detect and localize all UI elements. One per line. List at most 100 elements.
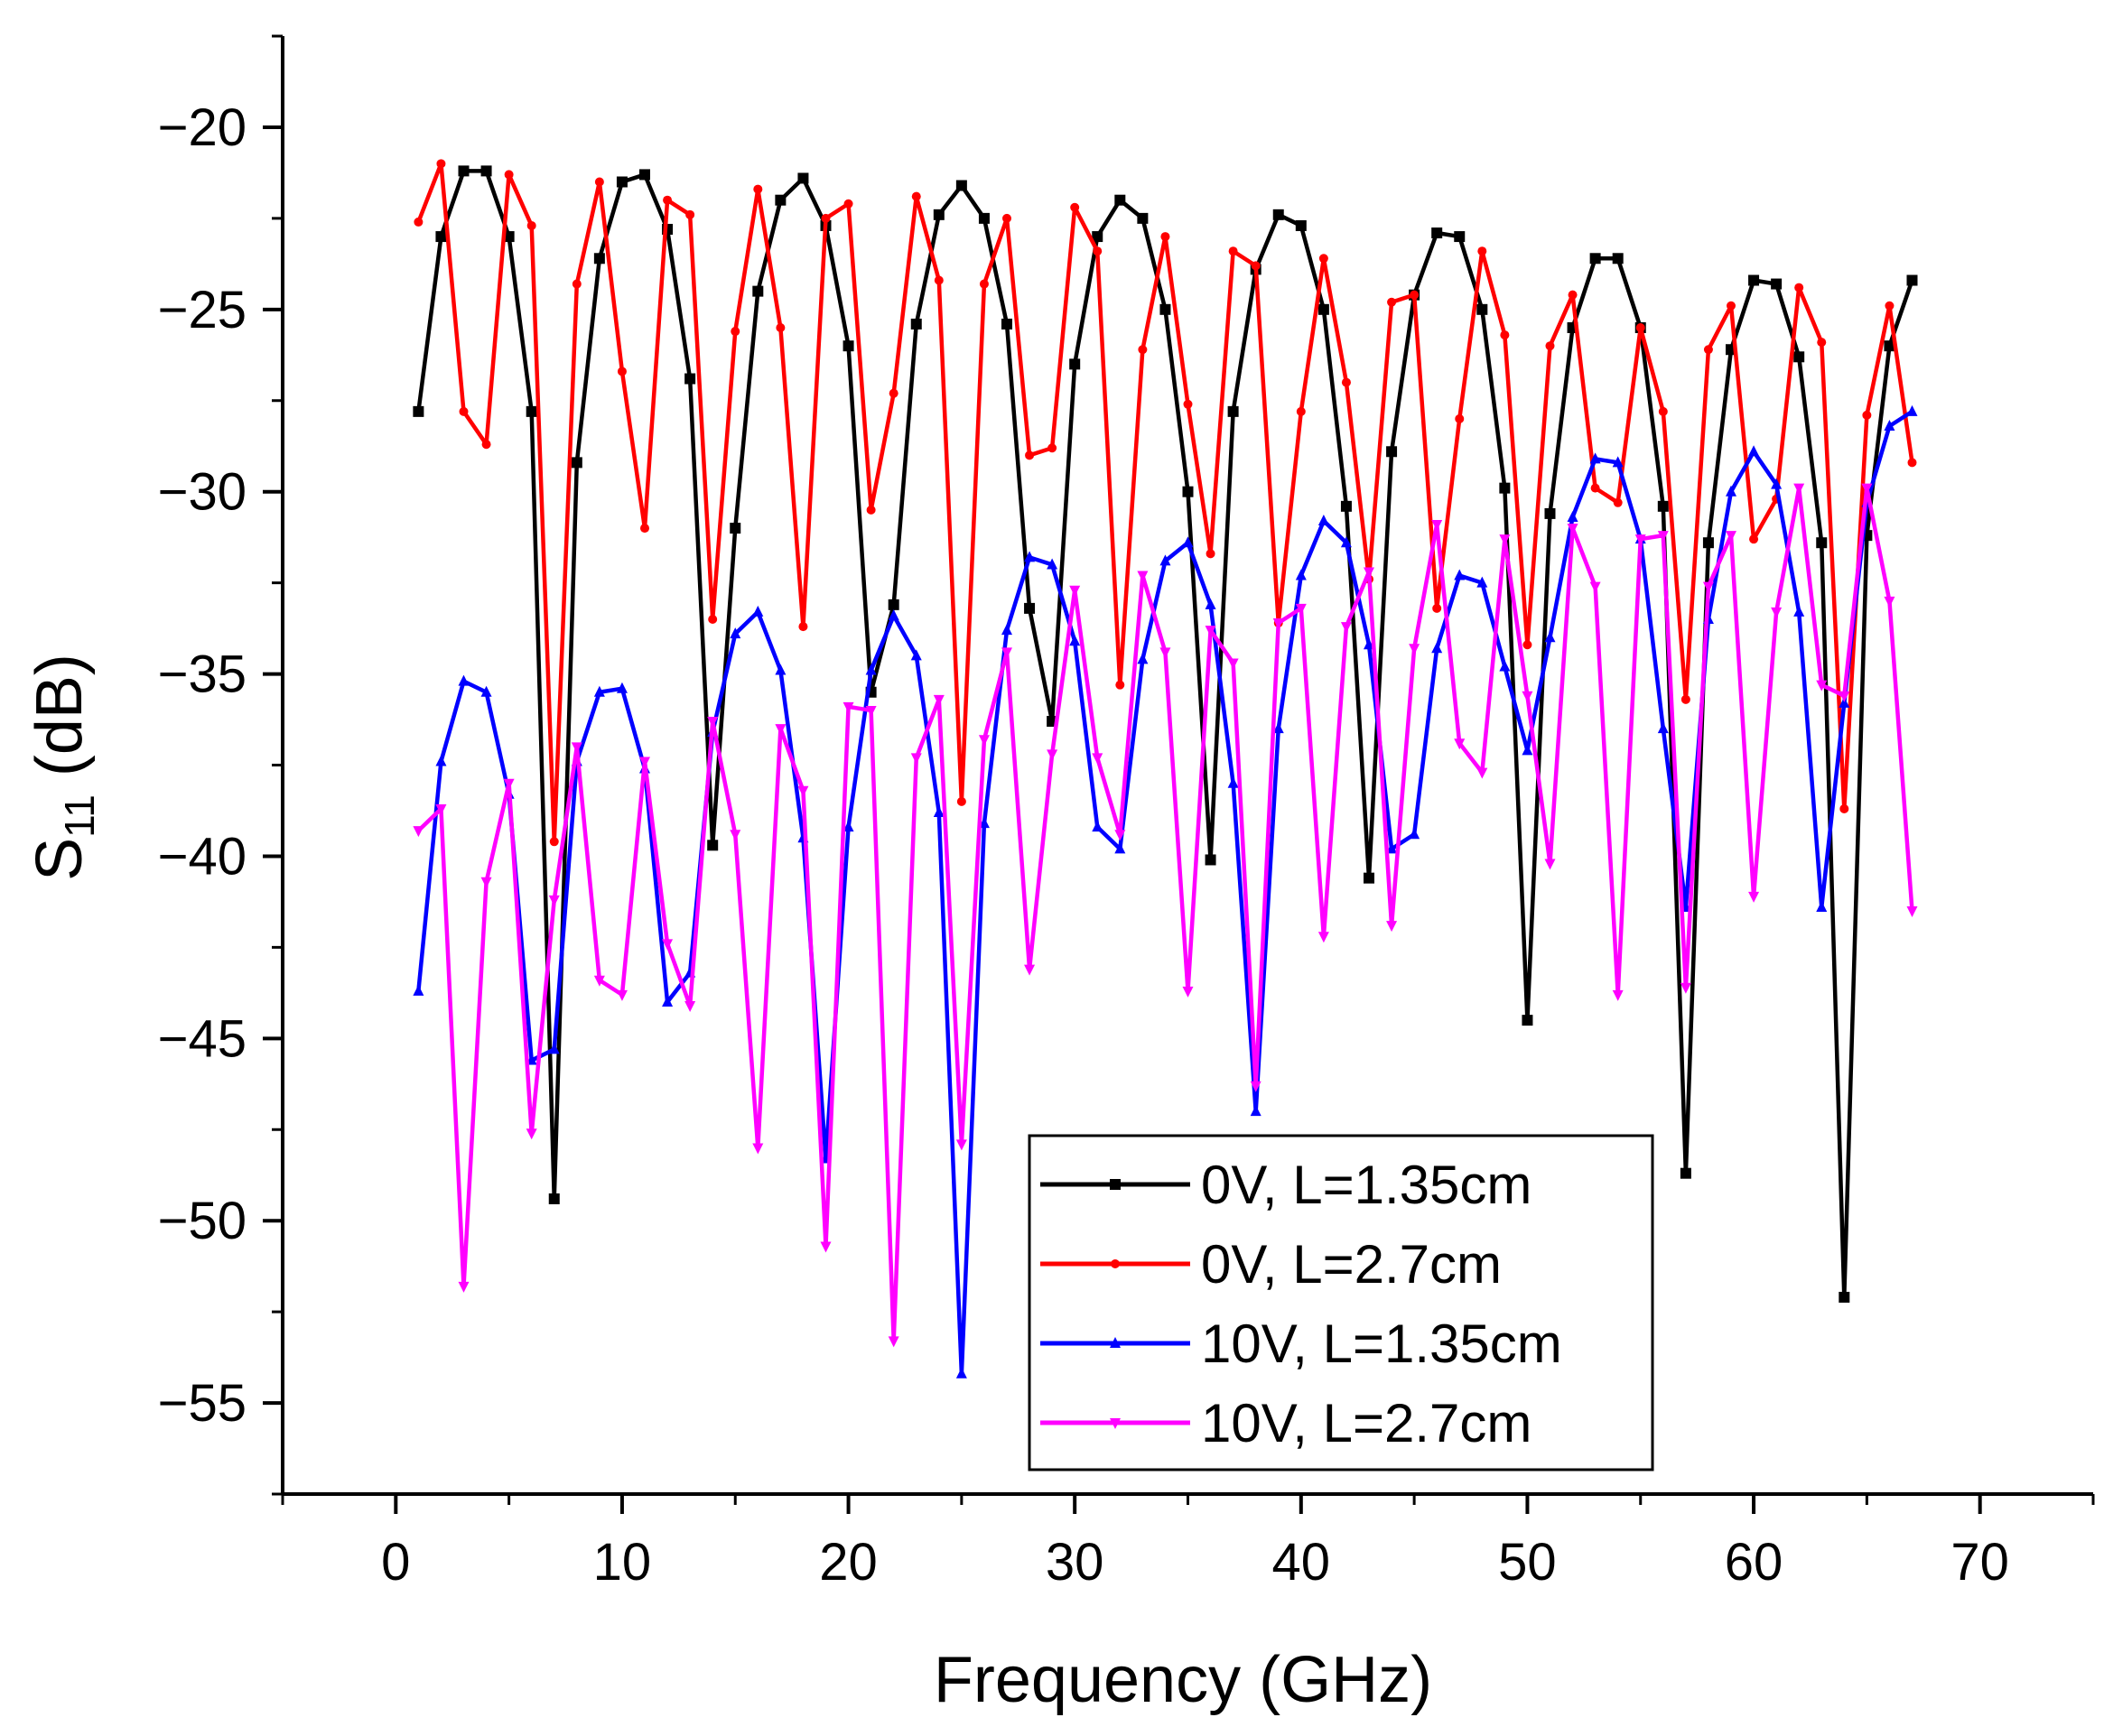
data-point [1001, 647, 1012, 659]
data-point [753, 184, 763, 194]
legend: 0V, L=1.35cm 0V, L=2.7cm 10V, L=1.35cm 10V,… [1028, 1134, 1654, 1471]
data-point [978, 212, 990, 224]
data-point [1114, 830, 1126, 841]
data-point [1726, 485, 1736, 497]
data-point [1205, 598, 1216, 609]
x-tick-label: 40 [1272, 1533, 1331, 1592]
data-point [1092, 821, 1103, 832]
legend-marker [1111, 1259, 1120, 1268]
data-point [1159, 554, 1171, 566]
data-point [1476, 576, 1488, 588]
data-point [1703, 345, 1713, 355]
data-point [1499, 534, 1511, 546]
data-point [1907, 458, 1917, 468]
data-point [1748, 891, 1760, 903]
x-tick-label: 70 [1950, 1533, 2009, 1592]
data-point [1432, 603, 1442, 613]
data-point [1816, 680, 1828, 692]
data-point [776, 323, 786, 332]
data-point [1476, 303, 1488, 315]
data-point [436, 159, 446, 169]
data-point [1386, 921, 1398, 933]
data-point [1227, 405, 1239, 417]
data-point [1544, 507, 1556, 519]
data-point [911, 191, 921, 201]
data-point [1114, 842, 1126, 854]
data-point [1522, 691, 1533, 702]
data-point [1409, 644, 1420, 655]
data-point [1455, 413, 1465, 423]
data-point [435, 755, 447, 766]
data-point [571, 457, 582, 469]
data-point [956, 796, 966, 806]
x-tick-label: 50 [1498, 1533, 1557, 1592]
legend-item: 0V, L=1.35cm [1040, 1155, 1531, 1215]
data-point [548, 1043, 560, 1054]
y-axis-title-main: S [23, 838, 96, 881]
data-point [1317, 932, 1329, 943]
data-point [1522, 1015, 1533, 1026]
data-point [1657, 722, 1669, 734]
data-point [1025, 450, 1035, 460]
data-point [548, 895, 560, 906]
data-point [1658, 406, 1668, 416]
data-point [1227, 658, 1239, 670]
data-point [1477, 246, 1487, 256]
data-point [572, 279, 582, 289]
data-point [1884, 420, 1895, 432]
data-point [1182, 486, 1194, 497]
data-point [1410, 290, 1420, 300]
data-point [910, 649, 922, 661]
data-point [1612, 456, 1624, 468]
data-point [910, 753, 922, 765]
data-point [571, 742, 582, 754]
data-point [1567, 524, 1578, 535]
data-point [1386, 446, 1398, 458]
data-point [1771, 278, 1783, 290]
data-point [843, 821, 854, 832]
data-point [1884, 596, 1895, 608]
data-point [1272, 209, 1284, 220]
data-point [1002, 213, 1011, 223]
data-point [865, 705, 877, 717]
y-tick-label: −35 [158, 645, 247, 704]
data-point [458, 1281, 470, 1293]
data-point [1250, 1081, 1261, 1092]
data-point [639, 757, 650, 768]
data-point [1657, 531, 1669, 543]
data-point [1364, 872, 1374, 884]
x-axis-title: Frequency (GHz) [934, 1644, 1432, 1716]
data-point [933, 209, 945, 220]
data-point [1702, 537, 1714, 549]
data-point [731, 327, 740, 337]
data-point [1092, 753, 1103, 765]
data-point [526, 1128, 537, 1140]
data-point [1159, 303, 1171, 315]
data-point [1137, 212, 1149, 224]
data-point [1817, 338, 1827, 348]
series-layer [413, 159, 1918, 1379]
data-point [1183, 399, 1193, 409]
data-point [1589, 253, 1601, 265]
data-point [1272, 722, 1284, 734]
legend-marker [1110, 1337, 1121, 1348]
data-point [955, 1139, 967, 1151]
legend-item: 10V, L=1.35cm [1040, 1314, 1562, 1374]
data-point [414, 217, 424, 227]
x-tick-label: 10 [593, 1533, 652, 1592]
data-point [1317, 514, 1329, 525]
data-point [1386, 842, 1398, 854]
data-point [1205, 626, 1216, 637]
data-point [639, 169, 650, 181]
data-point [1024, 551, 1036, 562]
data-point [1906, 404, 1918, 416]
data-point [480, 877, 492, 888]
data-point [888, 1336, 899, 1348]
series-2 [414, 159, 1917, 847]
data-point [1364, 567, 1374, 579]
data-point [1727, 301, 1736, 311]
data-point [708, 615, 718, 624]
data-point [798, 622, 808, 632]
data-point [1522, 744, 1533, 756]
